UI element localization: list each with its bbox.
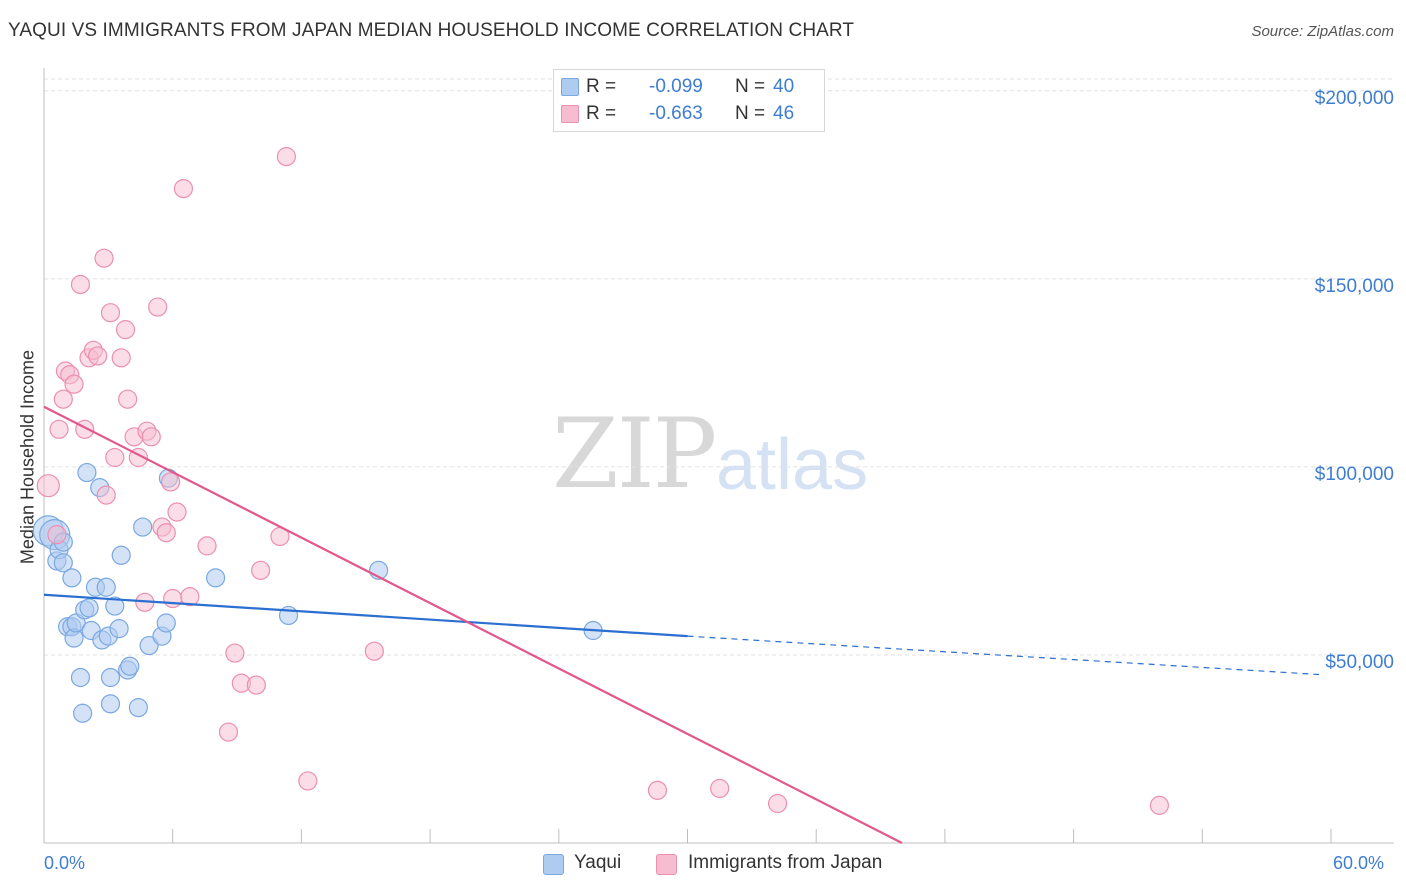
y-tick-label: $200,000 <box>1314 87 1394 109</box>
japan-point <box>70 274 91 295</box>
japan-point <box>96 485 116 505</box>
japan-point <box>246 675 266 695</box>
japan-point <box>710 778 730 799</box>
yaqui-point <box>73 703 93 723</box>
legend-r-value-japan: -0.663 <box>649 103 703 124</box>
japan-point <box>197 536 217 556</box>
legend-r-label: R = <box>586 103 617 124</box>
japan-point <box>225 643 245 663</box>
watermark-zip: ZIP <box>552 398 717 510</box>
japan-point <box>276 147 296 167</box>
source-label: Source: ZipAtlas.com <box>1251 23 1394 40</box>
japan-point <box>47 524 67 545</box>
yaqui-point <box>77 462 97 483</box>
correlation-legend: R = -0.099 N = 40 R = -0.663 N = 46 <box>553 69 825 132</box>
bottom-legend-label-japan: Immigrants from Japan <box>688 852 883 873</box>
chart-title: YAQUI VS IMMIGRANTS FROM JAPAN MEDIAN HO… <box>8 20 855 41</box>
japan-point <box>88 346 108 366</box>
japan-point <box>647 780 668 800</box>
japan-point <box>118 389 138 409</box>
japan-point <box>364 641 384 661</box>
legend-swatch-japan <box>561 105 579 123</box>
yaqui-point <box>156 613 176 633</box>
yaqui-point <box>79 598 99 618</box>
japan-point <box>64 374 84 394</box>
legend-n-label: N = <box>735 103 766 124</box>
yaqui-point <box>100 667 121 688</box>
japan-point <box>148 297 168 317</box>
legend-swatch-yaqui <box>561 78 579 96</box>
japan-point <box>1149 795 1170 815</box>
japan-point <box>49 419 69 439</box>
legend-n-value-yaqui: 40 <box>773 76 795 97</box>
japan-point <box>105 447 125 468</box>
japan-point <box>156 523 176 543</box>
yaqui-point <box>206 568 226 588</box>
japan-point <box>115 320 136 340</box>
y-tick-label: $50,000 <box>1325 651 1394 673</box>
japan-point <box>163 588 183 609</box>
yaqui-point <box>109 619 129 639</box>
japan-point <box>111 348 131 368</box>
yaqui-point <box>96 577 116 597</box>
yaqui-point <box>120 656 140 676</box>
y-tick-label: $100,000 <box>1314 463 1394 485</box>
japan-point <box>94 248 114 268</box>
japan-point <box>173 178 194 199</box>
yaqui-point <box>133 517 153 537</box>
gridlines <box>44 78 1394 656</box>
japan-point <box>167 502 187 522</box>
japan-point <box>75 419 95 439</box>
japan-points <box>36 147 1170 815</box>
yaqui-trend-line <box>43 593 688 638</box>
legend-r-value-yaqui: -0.099 <box>649 76 703 97</box>
japan-point <box>160 472 181 492</box>
japan-trend-line <box>43 405 903 844</box>
bottom-legend-swatch-japan <box>656 854 677 875</box>
x-tick-label-min: 0.0% <box>44 853 86 873</box>
japan-point <box>53 389 73 409</box>
legend-n-label: N = <box>735 76 766 97</box>
yaqui-point <box>128 698 148 718</box>
japan-point <box>251 560 271 580</box>
japan-point <box>218 722 239 742</box>
yaqui-point <box>139 635 159 656</box>
japan-point <box>36 474 60 498</box>
watermark-atlas: atlas <box>716 425 869 505</box>
yaqui-point <box>53 553 73 573</box>
yaqui-point <box>70 667 91 688</box>
yaqui-point <box>105 596 125 616</box>
yaqui-point <box>100 694 121 714</box>
yaqui-point <box>62 568 82 588</box>
axes <box>43 68 1394 844</box>
bottom-legend-label-yaqui: Yaqui <box>574 852 622 873</box>
japan-point <box>298 771 318 791</box>
x-tick-label-max: 60.0% <box>1333 853 1385 873</box>
bottom-legend-swatch-yaqui <box>543 854 564 875</box>
legend-n-value-japan: 46 <box>773 103 795 124</box>
japan-point <box>141 427 161 447</box>
y-tick-label: $150,000 <box>1314 275 1394 297</box>
yaqui-point <box>111 545 131 565</box>
japan-point <box>180 587 200 607</box>
japan-point <box>767 793 788 814</box>
trend-lines <box>43 405 1320 844</box>
yaqui-points <box>32 462 603 723</box>
japan-point <box>100 303 121 323</box>
legend-r-label: R = <box>586 76 617 97</box>
